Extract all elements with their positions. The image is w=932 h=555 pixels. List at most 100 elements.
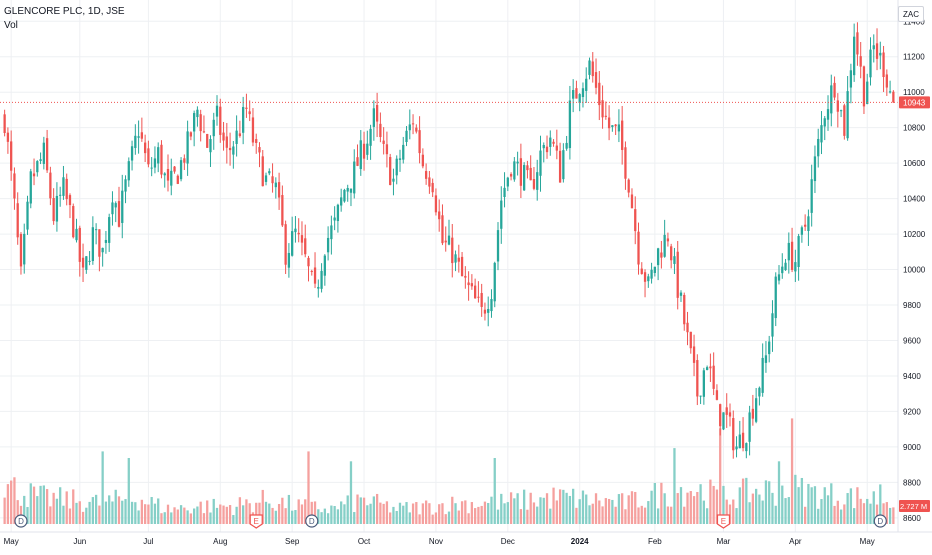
candle-body	[643, 272, 647, 282]
candle-body	[45, 138, 49, 171]
volume-bar	[774, 505, 777, 524]
candle-body	[572, 90, 575, 99]
candle-body	[725, 407, 728, 415]
candle-body	[885, 74, 888, 88]
candle-body	[764, 355, 768, 363]
volume-bar	[656, 508, 660, 524]
candle-body	[745, 443, 748, 452]
candle-body	[13, 173, 16, 199]
candle-body	[10, 141, 13, 171]
volume-bar	[173, 507, 176, 524]
candle-body	[839, 110, 843, 112]
volume-bar	[42, 485, 45, 524]
candle-body	[565, 142, 568, 149]
candle-body	[882, 52, 885, 78]
volume-bar	[232, 515, 235, 524]
candle-body	[598, 82, 601, 106]
volume-bar	[438, 504, 441, 524]
volume-bar	[735, 508, 738, 524]
volume-bar	[715, 489, 719, 524]
time-tick-label: Jul	[143, 537, 153, 546]
volume-indicator-label[interactable]: Vol	[4, 20, 18, 31]
volume-bar	[441, 503, 444, 524]
time-axis[interactable]: May Jun Jul Aug Sep Oct Nov Dec 2024 Feb Mar Apr May	[4, 537, 875, 546]
volume-bar	[663, 493, 666, 524]
candle-body	[196, 109, 199, 118]
volume-bar	[539, 497, 542, 524]
candle-body	[405, 130, 408, 143]
candle-body	[59, 194, 62, 196]
candle-body	[310, 270, 313, 272]
candle-body	[875, 43, 879, 59]
candle-body	[228, 147, 232, 151]
candle-body	[519, 158, 523, 186]
candle-body	[242, 107, 245, 133]
volume-bar	[745, 477, 748, 524]
volume-bar	[68, 508, 72, 524]
candle-body	[277, 182, 281, 198]
price-tick-label: 10400	[903, 195, 926, 204]
volume-bar	[143, 504, 147, 524]
candle-body	[215, 105, 219, 117]
candle-body	[826, 109, 830, 120]
candle-body	[758, 387, 761, 397]
volume-bar	[343, 504, 346, 524]
volume-bar	[36, 496, 39, 524]
time-tick-label: Dec	[501, 537, 515, 546]
volume-bar	[65, 491, 68, 524]
volume-bar	[500, 493, 503, 524]
candle-body	[398, 158, 402, 160]
candle-body	[219, 106, 222, 135]
candle-body	[856, 32, 859, 55]
volume-bar	[255, 502, 258, 524]
volume-bar	[326, 513, 330, 524]
candle-body	[26, 201, 29, 230]
candle-body	[869, 49, 872, 78]
volume-bar	[130, 501, 134, 524]
candle-body	[630, 194, 634, 209]
volume-bar	[395, 510, 398, 524]
candle-body	[460, 256, 464, 277]
candle-body	[777, 274, 781, 281]
candle-body	[235, 130, 238, 144]
candle-body	[179, 160, 183, 180]
candle-body	[49, 172, 52, 199]
volume-bar	[777, 461, 781, 524]
volume-bar	[121, 500, 124, 524]
volume-bar	[529, 492, 532, 524]
candle-body	[3, 114, 6, 133]
candle-body	[143, 142, 147, 154]
candle-body	[402, 144, 405, 160]
candle-body	[621, 120, 624, 150]
candle-body	[787, 242, 790, 261]
volume-bar	[6, 484, 10, 524]
time-tick-label: 2024	[571, 537, 589, 546]
volume-bar	[764, 480, 768, 524]
volume-bar	[362, 497, 366, 524]
event-markers: D D DE E	[14, 514, 887, 529]
symbol-title[interactable]: GLENCORE PLC, 1D, JSE	[4, 6, 125, 17]
volume-bar	[32, 486, 36, 524]
candle-body	[784, 262, 787, 271]
volume-bar	[702, 500, 706, 524]
volume-bar	[16, 500, 19, 524]
price-axis[interactable]: 8600 8800 9000 9200 9400 9600 9800 10000 10200 10…	[899, 17, 930, 523]
currency-badge[interactable]: ZAC	[898, 6, 924, 22]
volume-bar	[585, 494, 588, 524]
volume-bar	[689, 491, 692, 524]
volume-bar	[235, 506, 238, 524]
price-tick-label: 10000	[903, 266, 926, 275]
candle-body	[160, 144, 163, 175]
volume-bar	[627, 495, 630, 524]
dividend-marker-circle	[873, 514, 887, 528]
volume-bar	[882, 503, 885, 524]
volume-bar	[617, 494, 621, 524]
volume-bar	[196, 506, 199, 524]
volume-bar	[369, 503, 372, 524]
volume-bar	[245, 499, 248, 524]
volume-bar	[163, 512, 166, 524]
volume-bar	[300, 504, 304, 524]
volume-bar	[78, 501, 81, 524]
